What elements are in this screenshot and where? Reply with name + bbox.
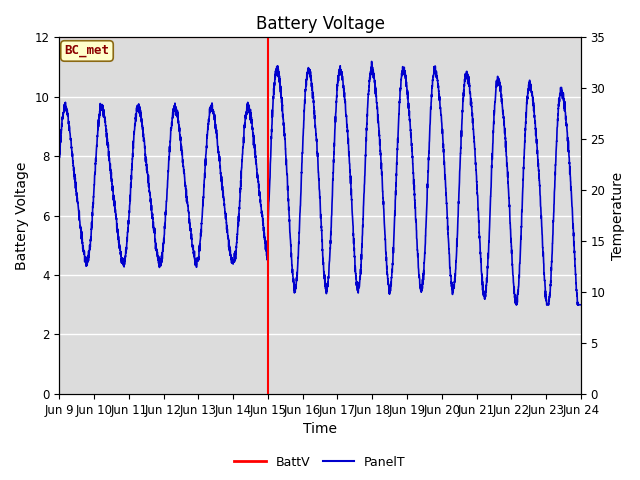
X-axis label: Time: Time (303, 422, 337, 436)
Title: Battery Voltage: Battery Voltage (255, 15, 385, 33)
Text: BC_met: BC_met (65, 45, 109, 58)
Legend: BattV, PanelT: BattV, PanelT (229, 451, 411, 474)
Y-axis label: Battery Voltage: Battery Voltage (15, 161, 29, 270)
Y-axis label: Temperature: Temperature (611, 171, 625, 260)
